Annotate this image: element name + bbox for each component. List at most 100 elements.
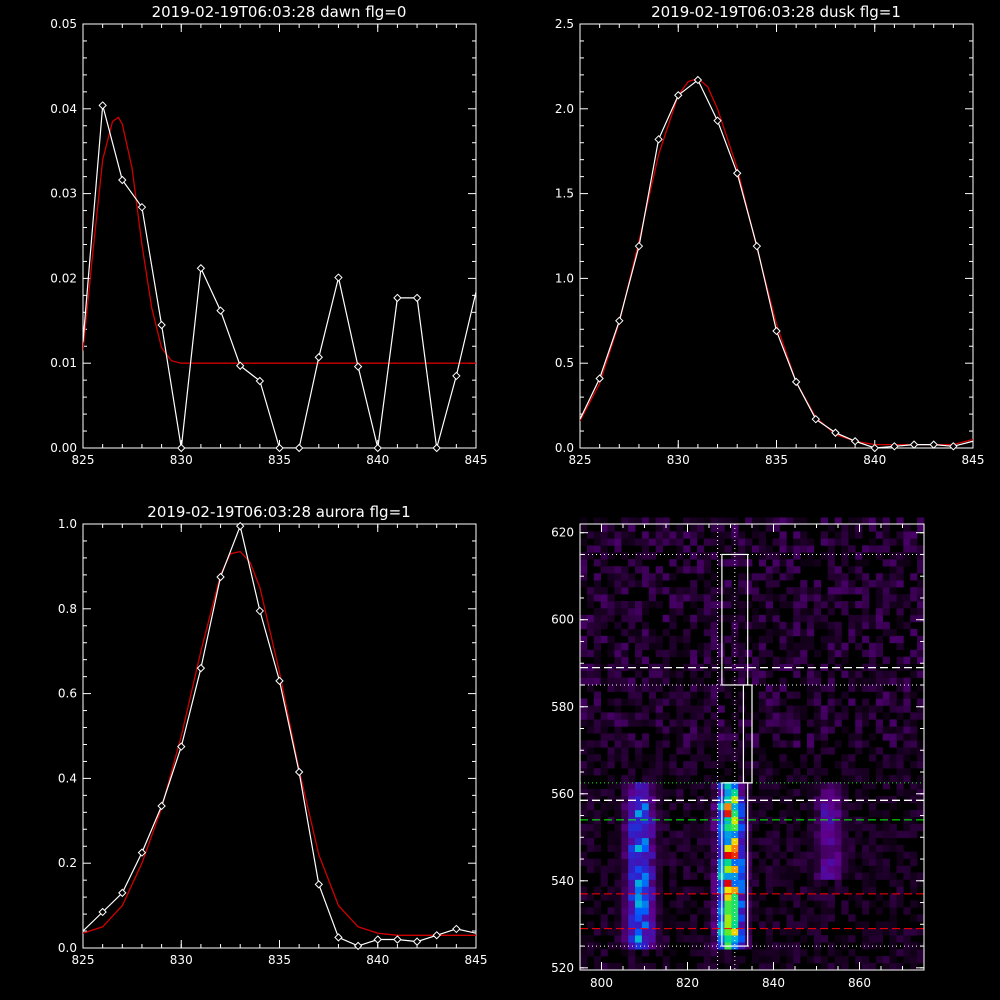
data-point [432,443,441,453]
heatmap-cell [800,921,808,929]
heatmap-cell [800,649,808,658]
heatmap-cell [765,761,773,769]
heatmap-cell [855,531,863,539]
heatmap-cell [690,823,698,832]
heatmap-cell [710,628,718,637]
heatmap-cell [827,942,835,950]
heatmap-cell [758,796,767,804]
heatmap-cell [875,872,883,880]
heatmap-cell [903,809,911,818]
heatmap-cell [779,677,787,685]
heatmap-cell [683,559,691,567]
heatmap-cell [683,921,691,929]
heatmap-cell [889,921,897,929]
heatmap-cell [690,789,698,797]
dusk-title: 2019-02-19T06:03:28 dusk flg=1 [651,3,901,21]
heatmap-cell [848,684,856,692]
heatmap-cell [738,747,746,755]
heatmap-cell [614,816,622,825]
heatmap-cell [834,865,842,873]
heatmap-cell [724,802,732,811]
heatmap-cell [841,552,849,560]
heatmap-cell [641,775,650,783]
heatmap-cell [717,900,725,908]
data-point [615,316,624,326]
heatmap-cell [896,566,904,574]
heatmap-cell [752,594,760,602]
heatmap-cell [655,517,663,525]
heatmap-cell [752,851,760,859]
heatmap-cell [655,858,663,866]
heatmap-cell [655,684,663,692]
heatmap-cell [635,705,643,713]
heatmap-cell [882,733,890,741]
heatmap-cell [800,559,808,567]
heatmap-cell [841,670,849,678]
heatmap-cell [875,635,883,644]
heatmap-cell [717,802,725,811]
x-tick-label: 840 [762,976,785,990]
heatmap-cell [827,858,835,866]
heatmap-cell [910,963,918,971]
heatmap-cell [710,608,718,616]
heatmap-cell [855,621,863,630]
data-point [98,907,107,917]
heatmap-cell [593,719,601,727]
heatmap-cell [690,726,698,734]
heatmap-cell [607,775,615,783]
heatmap-cell [738,789,746,797]
heatmap-cell [752,865,760,873]
heatmap-cell [655,865,663,873]
heatmap-cell [882,809,890,818]
heatmap-cell [820,963,828,971]
heatmap-cell [738,893,746,901]
heatmap-cell [593,816,601,825]
heatmap-cell [731,830,739,839]
heatmap-cell [786,907,794,915]
heatmap-cell [910,914,918,922]
heatmap-cell [717,580,725,588]
data-point [118,888,127,898]
heatmap-cell [793,816,801,825]
heatmap-cell [641,601,650,609]
heatmap-cell [841,573,849,581]
heatmap-cell [635,691,643,699]
heatmap-cell [621,893,629,901]
heatmap-cell [710,914,718,922]
heatmap-cell [745,907,753,915]
heatmap-cell [586,768,595,776]
heatmap-cell [690,719,698,727]
heatmap-cell [710,928,718,936]
heatmap-cell [669,594,677,602]
heatmap-cell [813,594,822,602]
heatmap-cell [889,740,897,748]
heatmap-cell [813,559,822,567]
heatmap-cell [903,552,911,560]
heatmap-cell [779,698,787,706]
heatmap-cell [855,642,863,651]
heatmap-cell [745,921,753,929]
heatmap-cell [882,754,890,762]
heatmap-cell [600,517,608,525]
heatmap-cell [676,566,684,574]
dawn-series [83,101,476,453]
heatmap-cell [813,844,822,852]
heatmap-cell [841,608,849,616]
heatmap-cell [827,719,835,727]
heatmap-cell [862,705,870,713]
heatmap-cell [896,614,904,623]
heatmap-cell [738,698,746,706]
heatmap-cell [648,900,656,908]
heatmap-cell [690,851,698,859]
heatmap-cell [827,642,835,651]
heatmap-cell [628,712,636,720]
heatmap-cell [710,830,718,839]
heatmap-cell [635,635,643,644]
heatmap-cell [628,573,636,581]
heatmap-cell [752,740,760,748]
heatmap-cell [621,517,629,525]
heatmap-cell [745,601,753,609]
heatmap-cell [703,830,711,839]
heatmap-cell [628,524,636,532]
heatmap-cell [889,552,897,560]
